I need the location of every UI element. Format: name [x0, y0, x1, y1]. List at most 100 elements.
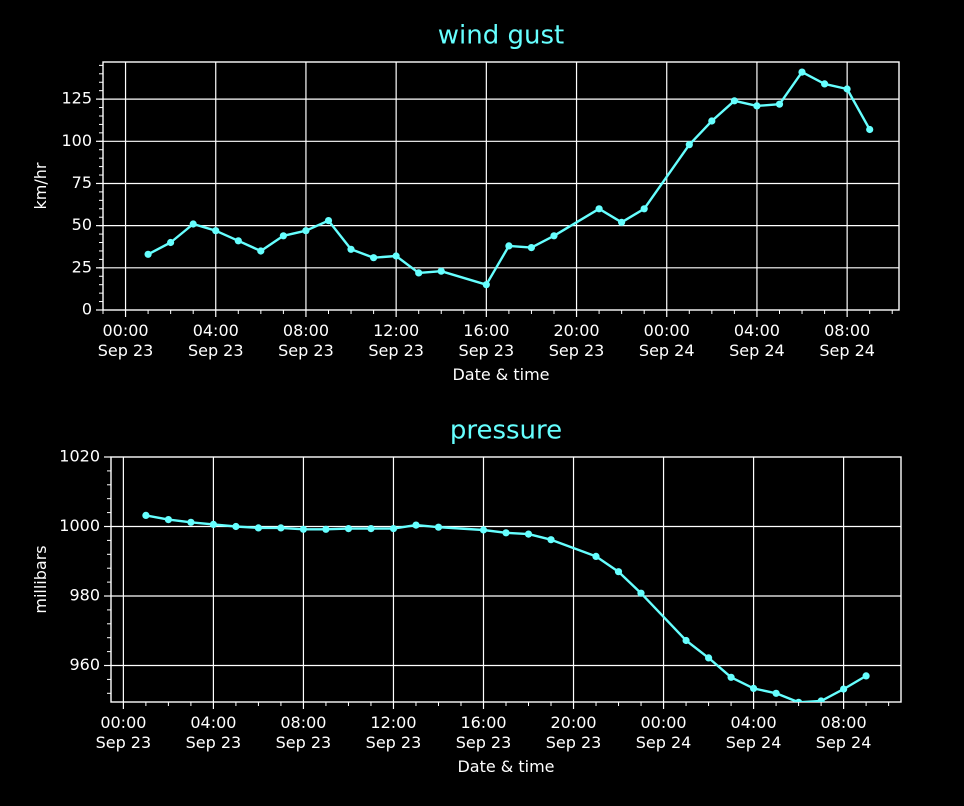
x-tick-label-time: 20:00	[550, 713, 596, 732]
data-point	[434, 523, 443, 531]
data-point	[866, 125, 874, 134]
data-point	[524, 530, 533, 538]
data-point	[482, 281, 490, 289]
x-tick-label-date: Sep 24	[819, 341, 875, 360]
data-point	[370, 254, 378, 262]
x-tick-label-time: 08:00	[821, 713, 867, 732]
data-point	[279, 232, 287, 240]
x-tick-label-time: 04:00	[190, 713, 236, 732]
data-point	[277, 524, 285, 532]
x-tick-label-time: 04:00	[731, 713, 777, 732]
data-point	[234, 237, 242, 245]
x-tick-label-time: 00:00	[100, 713, 146, 732]
data-point	[142, 511, 150, 519]
y-axis-label: millibars	[31, 545, 50, 613]
x-tick-label-time: 00:00	[644, 321, 690, 340]
x-tick-label-time: 08:00	[283, 321, 329, 340]
data-point	[392, 252, 400, 260]
data-point	[144, 250, 152, 258]
data-point	[232, 522, 240, 531]
data-point	[209, 520, 217, 529]
x-axis-label: Date & time	[457, 757, 554, 776]
data-point	[817, 697, 825, 702]
x-tick-label-time: 00:00	[102, 321, 148, 340]
data-point	[614, 568, 623, 576]
data-point	[592, 552, 600, 561]
x-tick-label-time: 08:00	[824, 321, 870, 340]
y-tick-label: 0	[82, 300, 92, 319]
data-point	[505, 242, 513, 250]
x-tick-label-date: Sep 23	[459, 341, 515, 360]
data-point	[254, 524, 262, 532]
data-point	[795, 698, 803, 702]
y-tick-label: 100	[61, 131, 92, 150]
x-tick-label-time: 12:00	[373, 321, 419, 340]
x-tick-label-time: 00:00	[640, 713, 686, 732]
data-point	[324, 217, 333, 225]
x-tick-label-date: Sep 23	[368, 341, 424, 360]
data-point	[821, 80, 829, 88]
y-tick-label: 980	[69, 586, 100, 605]
x-tick-label-date: Sep 24	[639, 341, 695, 360]
data-point	[412, 521, 420, 529]
data-point	[840, 685, 848, 693]
x-tick-label-time: 04:00	[734, 321, 780, 340]
x-tick-label-date: Sep 23	[366, 733, 422, 752]
data-point	[637, 589, 645, 597]
x-tick-label-date: Sep 24	[726, 733, 782, 752]
data-point	[595, 205, 603, 213]
series-line	[147, 70, 871, 286]
data-point	[212, 227, 220, 235]
y-tick-label: 25	[72, 257, 92, 276]
x-tick-label-time: 04:00	[193, 321, 239, 340]
data-point	[750, 684, 758, 693]
data-point	[344, 525, 353, 533]
data-point	[415, 269, 423, 277]
x-tick-label-date: Sep 23	[276, 733, 332, 752]
x-tick-label-date: Sep 23	[456, 733, 512, 752]
data-point	[550, 232, 558, 240]
x-axis-label: Date & time	[452, 365, 549, 384]
data-point	[437, 267, 445, 275]
data-point	[730, 97, 739, 105]
data-point	[685, 141, 693, 149]
data-point	[862, 672, 870, 680]
x-tick-label-date: Sep 23	[188, 341, 244, 360]
y-tick-label: 1020	[59, 447, 100, 466]
y-tick-label: 75	[72, 173, 92, 192]
x-tick-label-date: Sep 24	[816, 733, 872, 752]
data-point	[367, 525, 375, 533]
y-tick-label: 125	[61, 89, 92, 108]
x-tick-label-date: Sep 23	[186, 733, 242, 752]
data-point	[187, 518, 195, 526]
x-tick-label-date: Sep 23	[96, 733, 152, 752]
data-point	[502, 529, 510, 537]
data-point	[527, 244, 536, 252]
data-point	[299, 525, 307, 533]
data-point	[843, 85, 851, 93]
series-line	[145, 514, 867, 702]
y-axis-label: km/hr	[31, 162, 50, 209]
x-tick-label-time: 20:00	[553, 321, 599, 340]
data-point	[164, 516, 172, 524]
data-point	[753, 102, 761, 110]
x-tick-label-time: 16:00	[463, 321, 509, 340]
data-point	[640, 205, 648, 213]
data-point	[705, 654, 713, 662]
chart-title: wind gust	[438, 21, 564, 51]
data-point	[772, 689, 780, 697]
chart-title: pressure	[450, 416, 562, 446]
data-point	[189, 220, 197, 228]
data-point	[347, 245, 355, 253]
y-tick-label: 1000	[59, 516, 100, 535]
data-point	[708, 117, 716, 125]
data-point	[618, 218, 626, 226]
data-point	[389, 525, 398, 533]
x-tick-label-time: 12:00	[370, 713, 416, 732]
x-tick-label-date: Sep 23	[549, 341, 605, 360]
data-point	[302, 227, 310, 235]
data-point	[257, 247, 265, 255]
